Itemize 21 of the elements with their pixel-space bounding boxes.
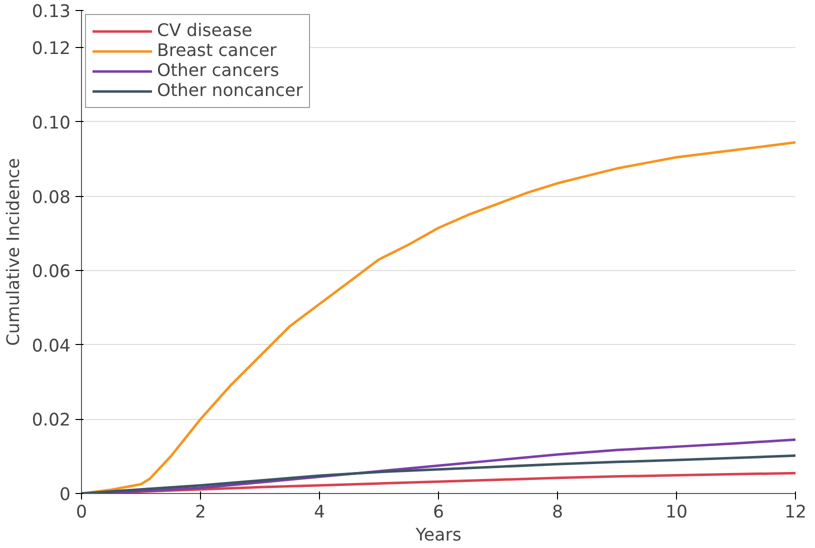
legend-label: Other cancers: [157, 61, 280, 81]
y-tick-label: 0.02: [32, 410, 71, 431]
legend-label: Other noncancer: [157, 81, 303, 101]
legend-label: CV disease: [157, 21, 252, 41]
y-tick-label: 0.04: [32, 336, 71, 356]
x-tick-label: 10: [665, 502, 688, 522]
y-axis-title: Cumulative Incidence: [4, 158, 24, 346]
x-tick-label: 4: [314, 502, 326, 522]
x-tick-label: 12: [784, 502, 807, 522]
y-tick-label: 0: [59, 485, 71, 505]
y-tick-label: 0.13: [32, 2, 71, 22]
x-tick-label: 6: [432, 502, 444, 522]
y-tick-label: 0.10: [32, 113, 71, 134]
legend-label: Breast cancer: [157, 41, 277, 61]
x-axis-title: Years: [414, 526, 462, 546]
x-tick-label: 8: [552, 502, 564, 522]
y-tick-label: 0.12: [32, 39, 71, 60]
y-tick-label: 0.08: [32, 188, 71, 208]
x-tick-label: 2: [194, 502, 206, 522]
y-tick-label: 0.06: [32, 262, 71, 282]
x-tick-label: 0: [76, 502, 88, 522]
